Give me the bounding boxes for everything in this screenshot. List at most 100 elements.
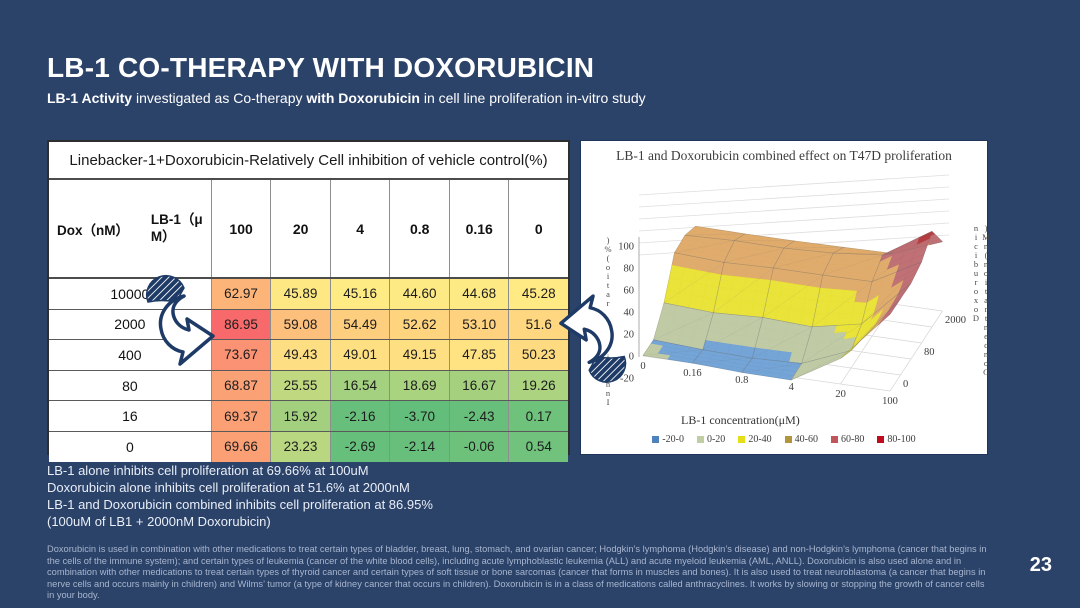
column-header: 20 xyxy=(270,180,330,277)
summary-line: LB-1 alone inhibits cell proliferation a… xyxy=(47,463,369,478)
facet-seam xyxy=(861,261,923,325)
legend-label: 20-40 xyxy=(748,434,772,445)
facet-seam xyxy=(713,267,774,313)
arrow-annotation-right-icon xyxy=(145,275,215,366)
surface-chart-panel: LB-1 and Doxorubicin combined effect on … xyxy=(580,140,991,455)
y-tick: 20 xyxy=(624,330,635,341)
x-tick: 4 xyxy=(789,382,795,393)
legend-swatch xyxy=(831,436,838,443)
x-axis-label: LB-1 concentration(μM) xyxy=(681,413,800,427)
table-cell: 45.16 xyxy=(329,279,390,309)
table-cell: 23.23 xyxy=(270,431,330,462)
table-cell: 44.68 xyxy=(448,279,509,309)
table-cell: 16.54 xyxy=(329,370,390,401)
table-cell: -3.70 xyxy=(389,401,449,431)
table-cell: -2.16 xyxy=(329,401,390,431)
legend-swatch xyxy=(738,436,746,443)
table-cell: 51.6 xyxy=(508,309,569,340)
facet-seam xyxy=(801,323,863,364)
facet-seam xyxy=(822,254,883,276)
dox-axis-label: Dox（nM） xyxy=(57,222,129,238)
table-row: 10000 62.97 45.89 45.16 44.60 44.68 45.28 xyxy=(49,279,569,310)
z-axis-label: )Mn(noitartnecnoC niciburoxoD xyxy=(971,223,991,376)
legend-item: 0-20 xyxy=(696,434,726,445)
table-cell: 73.67 xyxy=(210,340,271,370)
facet-seam xyxy=(684,233,745,236)
x-tick: 0.8 xyxy=(735,375,748,386)
facet-seam xyxy=(791,350,852,381)
legend-label: 80-100 xyxy=(887,434,916,445)
x-tick: 0.16 xyxy=(683,368,701,379)
facet-seam xyxy=(702,317,763,350)
table-row: 0 69.66 23.23 -2.69 -2.14 -0.06 0.54 xyxy=(49,431,569,462)
facet-seam xyxy=(702,312,764,359)
facet-seam xyxy=(653,302,714,351)
table-cell: 59.08 xyxy=(270,309,330,340)
summary-line: (100uM of LB1 + 2000nM Doxorubicin) xyxy=(47,514,271,529)
facet-seam xyxy=(871,230,933,283)
table-cell: -0.06 xyxy=(448,431,509,462)
facet-seam xyxy=(801,323,862,364)
facet-seam xyxy=(642,339,704,364)
legend-item: -20-0 xyxy=(652,434,684,445)
table-row: 80 68.87 25.55 16.54 18.69 16.67 19.26 xyxy=(49,370,569,402)
table-cell: 69.66 xyxy=(210,431,271,462)
facet-seam xyxy=(861,261,922,325)
back-gridline xyxy=(638,174,950,196)
facet-seam xyxy=(840,298,901,359)
table-cell: 49.43 xyxy=(270,340,330,370)
column-header: 4 xyxy=(329,180,390,277)
summary-line: Doxorubicin alone inhibits cell prolifer… xyxy=(47,480,410,495)
facet-seam xyxy=(822,252,884,282)
table-header-row: Dox（nM） LB-1（μM） 100 20 4 0.8 0.16 0 xyxy=(49,180,568,279)
x-tick: 0 xyxy=(640,361,645,372)
facet-seam xyxy=(723,247,784,263)
legend-item: 40-60 xyxy=(784,434,818,445)
table-cell: 15.92 xyxy=(270,401,330,431)
back-gridline xyxy=(638,198,950,220)
row-label: 16 xyxy=(49,401,211,431)
row-label: 80 xyxy=(49,370,211,401)
table-cell: 47.85 xyxy=(448,340,509,370)
column-header: 0.8 xyxy=(389,180,449,277)
z-tick: 80 xyxy=(924,347,935,358)
subtitle-bold-2: with Doxorubicin xyxy=(306,90,420,106)
facet-seam xyxy=(751,317,813,364)
table-cell: 45.28 xyxy=(508,279,569,309)
facet-seam xyxy=(691,349,753,373)
table-cell: 49.15 xyxy=(389,340,449,370)
facet-seam xyxy=(882,241,943,256)
subtitle-text-2: in cell line proliferation in-vitro stud… xyxy=(419,90,646,106)
table-cell: 50.23 xyxy=(508,340,569,370)
surface-facet xyxy=(877,310,893,326)
lb1-axis-label: LB-1（μM） xyxy=(150,211,203,244)
facet-seam xyxy=(642,349,703,356)
facet-seam xyxy=(741,357,803,381)
y-tick: 0 xyxy=(629,352,634,363)
subtitle-text-1: investigated as Co-therapy xyxy=(132,90,307,106)
x-tick: 100 xyxy=(882,396,898,407)
legend-label: 60-80 xyxy=(841,434,865,445)
facet-seam xyxy=(811,274,873,328)
back-gridline xyxy=(638,186,950,208)
table-cell: 0.17 xyxy=(508,401,569,431)
z-tick: 0 xyxy=(903,379,908,390)
table-cell: 45.89 xyxy=(270,279,330,309)
row-label: 0 xyxy=(49,431,211,462)
page-number: 23 xyxy=(1029,554,1052,576)
legend-item: 20-40 xyxy=(738,434,772,445)
facet-seam xyxy=(850,282,912,351)
summary-line: LB-1 and Doxorubicin combined inhibits c… xyxy=(47,497,433,512)
legend-item: 60-80 xyxy=(831,434,864,445)
x-tick: 20 xyxy=(835,389,846,400)
slide-header: LB-1 CO-THERAPY WITH DOXORUBICIN LB-1 Ac… xyxy=(47,52,1027,106)
chart-legend: -20-0 0-20 20-40 40-60 60-80 80-100 xyxy=(581,434,987,445)
y-tick: 100 xyxy=(618,242,634,253)
inhibition-table: Linebacker-1+Doxorubicin-Relatively Cell… xyxy=(47,140,570,462)
table-cell: -2.43 xyxy=(448,401,509,431)
table-cell: 68.87 xyxy=(210,370,271,401)
legend-label: 0-20 xyxy=(706,434,726,445)
table-cell: 0.54 xyxy=(508,431,569,462)
legend-swatch xyxy=(652,436,660,443)
facet-seam xyxy=(783,247,844,249)
